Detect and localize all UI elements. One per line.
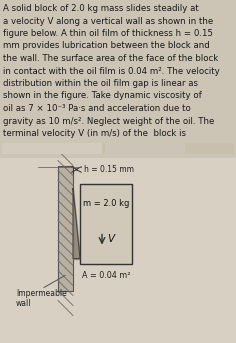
Text: oil as 7 × 10⁻³ Pa·s and acceleration due to: oil as 7 × 10⁻³ Pa·s and acceleration du… bbox=[3, 104, 191, 113]
Text: wall: wall bbox=[16, 299, 31, 308]
Bar bbox=[80, 184, 132, 263]
Text: in contact with the oil film is 0.04 m². The velocity: in contact with the oil film is 0.04 m².… bbox=[3, 67, 220, 75]
Bar bbox=[105, 142, 185, 154]
Polygon shape bbox=[73, 189, 80, 259]
Text: the wall. The surface area of the face of the block: the wall. The surface area of the face o… bbox=[3, 54, 218, 63]
Bar bbox=[0, 157, 236, 343]
Text: distribution within the oil film gap is linear as: distribution within the oil film gap is … bbox=[3, 79, 198, 88]
Text: shown in the figure. Take dynamic viscosity of: shown in the figure. Take dynamic viscos… bbox=[3, 92, 202, 100]
Text: gravity as 10 m/s². Neglect weight of the oil. The: gravity as 10 m/s². Neglect weight of th… bbox=[3, 117, 214, 126]
Text: Impermeable: Impermeable bbox=[16, 288, 67, 297]
Text: m = 2.0 kg: m = 2.0 kg bbox=[83, 200, 129, 209]
Text: figure below. A thin oil film of thickness h = 0.15: figure below. A thin oil film of thickne… bbox=[3, 29, 213, 38]
Text: a velocity V along a vertical wall as shown in the: a velocity V along a vertical wall as sh… bbox=[3, 16, 213, 25]
Text: V: V bbox=[107, 235, 114, 245]
Bar bbox=[58, 166, 73, 291]
Bar bbox=[2, 142, 234, 154]
Text: A = 0.04 m²: A = 0.04 m² bbox=[82, 271, 131, 280]
Text: h = 0.15 mm: h = 0.15 mm bbox=[84, 165, 134, 174]
Bar bbox=[2, 142, 102, 154]
Text: A solid block of 2.0 kg mass slides steadily at: A solid block of 2.0 kg mass slides stea… bbox=[3, 4, 199, 13]
Text: mm provides lubrication between the block and: mm provides lubrication between the bloc… bbox=[3, 42, 210, 50]
Text: terminal velocity V (in m/s) of the  block is: terminal velocity V (in m/s) of the bloc… bbox=[3, 129, 186, 138]
